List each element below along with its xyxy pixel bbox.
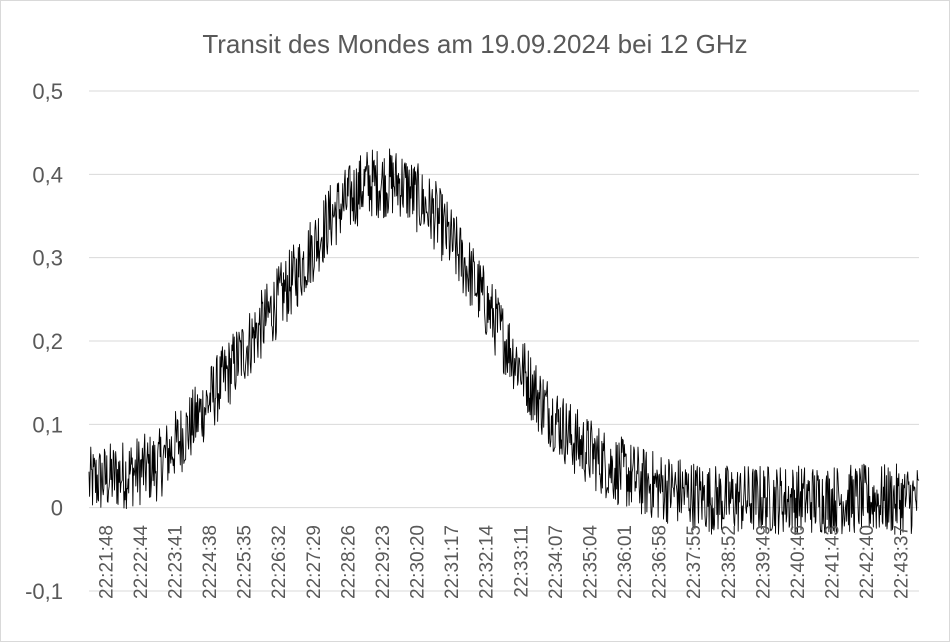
x-tick-label: 22:25:35 [235,525,256,599]
x-tick-label: 22:34:07 [546,525,567,599]
y-tick-label: 0,4 [32,162,63,187]
x-tick-label: 22:42:40 [857,525,878,599]
y-tick-label: 0,2 [32,329,63,354]
y-tick-label: 0,5 [32,79,63,104]
x-tick-label: 22:37:55 [684,525,705,599]
x-tick-label: 22:38:52 [719,525,740,599]
y-tick-label: 0,3 [32,246,63,271]
series-line [88,148,920,536]
x-tick-label: 22:28:26 [338,525,359,599]
x-tick-label: 22:40:46 [788,525,809,599]
x-tick-label: 22:21:48 [96,525,117,599]
y-tick-label: 0,1 [32,412,63,437]
grid-lines [89,90,919,592]
x-tick-label: 22:39:49 [753,525,774,599]
x-tick-label: 22:30:20 [408,525,429,599]
x-tick-label: 22:26:32 [269,525,290,599]
y-axis-tick-labels: -0,1 0 0,1 0,2 0,3 0,4 0,5 [25,79,63,604]
x-tick-label: 22:29:23 [373,525,394,599]
x-tick-label: 22:36:01 [615,525,636,599]
x-tick-label: 22:31:17 [442,525,463,599]
x-tick-label: 22:43:37 [892,525,913,599]
x-tick-label: 22:22:44 [131,525,152,599]
x-tick-label: 22:41:43 [823,525,844,599]
x-tick-label: 22:24:38 [200,525,221,599]
series-layer [88,148,920,536]
x-tick-label: 22:33:11 [511,525,532,598]
x-tick-label: 22:36:58 [650,525,671,599]
y-tick-label: -0,1 [25,579,63,604]
y-tick-label: 0 [51,496,63,521]
x-tick-label: 22:27:29 [304,525,325,599]
x-axis-tick-labels: 22:21:48 22:22:44 22:23:41 22:24:38 22:25:35… [96,525,912,599]
x-tick-label: 22:32:14 [477,525,498,599]
chart-title: Transit des Mondes am 19.09.2024 bei 12 … [202,29,747,59]
x-tick-label: 22:35:04 [580,525,601,599]
x-tick-label: 22:23:41 [165,525,186,599]
